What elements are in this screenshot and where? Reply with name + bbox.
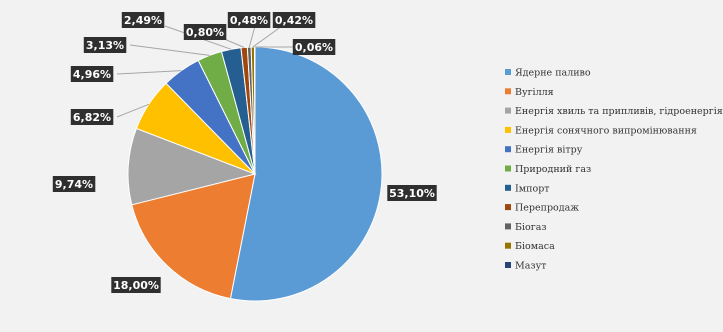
- data-label-text: 2,49%: [124, 14, 162, 27]
- leader-line: [116, 103, 150, 118]
- legend-label: Біогаз: [515, 222, 547, 233]
- data-label: 4,96%: [70, 66, 114, 82]
- pie-slice: [131, 173, 256, 300]
- data-label-text: 0,80%: [186, 26, 224, 39]
- legend-label: Біомаса: [515, 241, 555, 252]
- data-label-box: [52, 176, 96, 192]
- data-label: 0,80%: [183, 24, 227, 40]
- data-label: 6,82%: [70, 109, 114, 125]
- leader-line: [252, 25, 283, 48]
- legend-item: Біогаз: [505, 222, 547, 233]
- legend-swatch: [505, 184, 511, 191]
- data-label-box: [111, 277, 161, 293]
- data-label: 2,49%: [121, 12, 165, 28]
- data-label: 0,48%: [227, 12, 271, 28]
- legend-label: Енергія вітру: [515, 145, 583, 156]
- data-label-text: 4,96%: [73, 68, 111, 81]
- legend-item: Природний газ: [505, 164, 591, 175]
- legend-label: Перепродаж: [515, 203, 579, 214]
- data-label-text: 6,82%: [73, 111, 111, 124]
- data-label: 9,74%: [52, 176, 96, 192]
- data-label-box: [292, 39, 336, 55]
- legend-label: Вугілля: [515, 87, 554, 98]
- legend-item: Ядерне паливо: [505, 68, 591, 79]
- legend-swatch: [505, 262, 511, 268]
- legend-item: Перепродаж: [505, 203, 579, 214]
- legend-item: Імпорт: [505, 183, 550, 194]
- data-label-text: 0,06%: [295, 41, 333, 54]
- legend-swatch: [505, 165, 511, 172]
- legend-item: Біомаса: [505, 241, 555, 252]
- legend-label: Мазут: [515, 261, 546, 272]
- data-labels: 53,10% 18,00% 9,74% 6,82% 4,96% 3,13%2,49% 0,8…: [52, 12, 437, 293]
- data-label-box: [227, 12, 271, 28]
- legend-label: Ядерне паливо: [515, 68, 591, 79]
- legend-label: Енергія хвиль та припливів, гідроенергія: [515, 106, 723, 117]
- data-label-text: 0,42%: [275, 14, 313, 27]
- legend-item: Мазут: [505, 261, 546, 272]
- pie-slice: [229, 46, 383, 302]
- legend-swatch: [505, 107, 511, 114]
- legend-swatch: [505, 126, 511, 133]
- data-label-text: 18,00%: [113, 279, 159, 292]
- data-label: 0,42%: [272, 12, 316, 28]
- pie-slices: [127, 46, 383, 302]
- legend-item: Енергія хвиль та припливів, гідроенергія: [505, 106, 723, 117]
- data-label: 0,06%: [292, 39, 336, 55]
- leader-line: [248, 25, 256, 48]
- legend-label: Енергія сонячного випромінювання: [515, 125, 697, 136]
- data-label-box: [183, 24, 227, 40]
- data-label-text: 53,10%: [389, 187, 435, 200]
- legend-swatch: [505, 242, 511, 249]
- data-label-text: 0,48%: [230, 14, 268, 27]
- legend-swatch: [505, 69, 511, 75]
- legend-swatch: [505, 146, 511, 153]
- legend-swatch: [505, 204, 511, 211]
- data-label: 18,00%: [111, 277, 161, 293]
- legend-swatch: [505, 223, 511, 230]
- leader-line: [129, 44, 210, 56]
- pie-slice: [127, 127, 257, 206]
- legend-swatch: [505, 88, 511, 95]
- data-label-box: [70, 109, 114, 125]
- data-label-text: 9,74%: [55, 178, 93, 191]
- legend: Ядерне паливо Вугілля Енергія хвиль та при…: [505, 68, 723, 272]
- data-label: 3,13%: [83, 37, 127, 53]
- legend-label: Імпорт: [515, 183, 550, 194]
- data-label-box: [83, 37, 127, 53]
- legend-item: Вугілля: [505, 87, 554, 98]
- data-label-text: 3,13%: [86, 39, 124, 52]
- data-label-box: [387, 185, 437, 201]
- legend-item: Енергія вітру: [505, 145, 583, 156]
- data-label-box: [121, 12, 165, 28]
- data-label-box: [272, 12, 316, 28]
- legend-label: Природний газ: [515, 164, 591, 175]
- data-label-box: [70, 66, 114, 82]
- data-label: 53,10%: [387, 185, 437, 201]
- legend-item: Енергія сонячного випромінювання: [505, 125, 697, 136]
- leader-line: [116, 70, 182, 75]
